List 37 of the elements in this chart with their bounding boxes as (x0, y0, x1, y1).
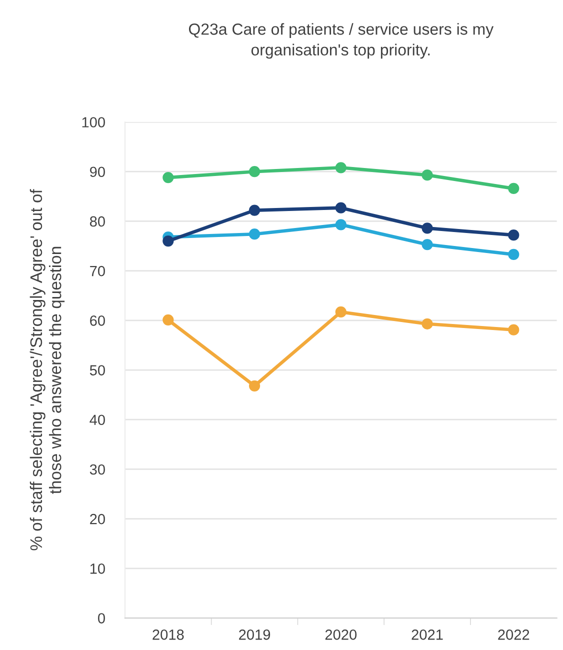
x-tick-label: 2022 (498, 630, 530, 640)
point (508, 230, 520, 241)
point (248, 380, 260, 392)
point (422, 238, 433, 250)
y-tick-label: 10 (90, 564, 105, 574)
x-tick-label: 2020 (325, 630, 357, 640)
point (248, 204, 260, 216)
point (508, 248, 520, 260)
y-tick-label: 20 (90, 514, 105, 524)
y-tick-label: 80 (90, 216, 105, 227)
point (335, 306, 346, 318)
y-tick-label: 100 (82, 117, 105, 128)
point (162, 172, 174, 184)
y-tick-label: 50 (90, 365, 105, 376)
point (335, 202, 346, 214)
y-axis-title: % of staff selecting 'Agree'/'Strongly Agree' out of those who answered the question (30, 189, 65, 550)
chart-title: Q23a Care of patients / service users is my organisation's top priority. (188, 23, 494, 59)
point (162, 235, 174, 247)
x-tick-label: 2018 (152, 630, 184, 640)
point (508, 324, 520, 336)
point (422, 170, 433, 181)
point (248, 166, 260, 178)
point (335, 162, 346, 174)
y-tick-label: 70 (90, 266, 105, 276)
point (508, 182, 520, 194)
point (335, 219, 346, 230)
x-tick-label: 2021 (412, 630, 443, 640)
point (422, 318, 433, 330)
y-tick-label: 40 (90, 414, 105, 426)
point (162, 314, 174, 326)
y-tick-label: 30 (90, 464, 105, 475)
y-tick-label: 90 (90, 166, 105, 178)
y-tick-label: 0 (98, 613, 105, 624)
x-tick-label: 2019 (239, 630, 270, 640)
point (248, 228, 260, 240)
y-tick-label: 60 (90, 316, 105, 326)
point (422, 222, 433, 234)
